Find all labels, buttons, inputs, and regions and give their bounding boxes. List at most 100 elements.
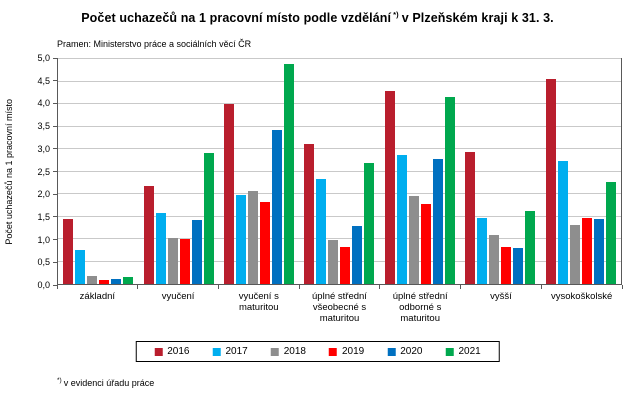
bar-2016 [143,185,154,284]
footnote-text: v evidenci úřadu práce [63,378,155,388]
y-tick-label: 1,0 [37,234,50,245]
x-tick-mark [298,285,300,289]
legend-item-2019: 2019 [329,346,364,357]
x-axis-tick-marks [56,285,623,290]
legend-swatch-2018 [270,347,279,356]
x-tick-mark [621,285,623,289]
y-axis-tick-marks [53,57,57,286]
y-tick-label: 5,0 [37,53,50,63]
gridline [58,148,621,149]
x-tick-mark [137,285,139,289]
x-tick-mark [379,285,381,289]
y-tick-label: 2,0 [37,189,50,200]
x-tick-mark [217,285,219,289]
bar-2017 [236,194,247,284]
y-tick-label: 3,5 [37,121,50,132]
x-category-label-6: vyšší [490,291,512,302]
bar-2017 [477,218,488,284]
legend-item-2017: 2017 [212,346,248,357]
bar-2021 [284,64,295,284]
chart-title-text: Počet uchazečů na 1 pracovní místo podle… [81,11,392,26]
legend: 2016 2017 2018 2019 2020 2021 [135,341,500,362]
bar-2021 [525,211,536,284]
bar-2021 [605,181,616,284]
x-category-label-4: úplné střední všeobecné s maturitou [312,291,367,324]
bars-layer [58,59,621,284]
bar-2018 [569,224,580,284]
bar-2019 [420,203,431,284]
y-tick-mark [53,148,57,150]
y-tick-mark [53,261,57,263]
bar-group-5 [380,59,460,284]
chart-title: Počet uchazečů na 1 pracovní místo podle… [0,10,635,25]
bar-2020 [593,219,604,284]
x-tick-mark [540,285,542,289]
x-category-label-7: vysokoškolské [551,291,613,302]
y-tick-mark [53,57,57,59]
y-tick-mark [53,125,57,127]
x-tick-mark [56,285,58,289]
y-tick-label: 3,0 [37,143,50,154]
legend-label-2018: 2018 [283,346,306,357]
y-tick-mark [53,216,57,218]
bar-2018 [489,234,500,284]
bar-2018 [167,237,178,284]
bar-2016 [465,151,476,284]
gridline [58,193,621,194]
bar-group-3 [219,59,299,284]
bar-2021 [364,162,375,284]
gridline [58,260,621,262]
y-tick-mark [53,239,57,241]
bar-2016 [545,79,556,284]
bar-2017 [75,250,86,284]
gridline [58,80,621,82]
bar-2019 [340,247,351,284]
bar-2016 [224,103,235,284]
bar-2021 [444,96,455,284]
bar-2021 [123,277,134,284]
bar-group-1 [58,59,138,284]
legend-swatch-2020 [387,347,396,356]
gridline [58,170,621,172]
x-category-label-5: úplné střední odborné s maturitou [392,291,448,324]
footnote: *) v evidenci úřadu práce [57,377,154,388]
bar-2018 [328,240,339,284]
legend-label-2016: 2016 [167,346,190,357]
y-tick-label: 0,5 [37,257,50,268]
legend-swatch-2019 [329,347,337,356]
y-tick-label: 4,0 [37,98,50,109]
y-tick-label: 4,5 [37,75,50,86]
bar-2019 [581,217,592,284]
bar-2019 [179,239,190,284]
legend-label-2019: 2019 [342,346,365,357]
y-tick-mark [53,80,57,82]
bar-2020 [432,158,443,284]
x-tick-mark [460,285,462,289]
legend-swatch-2016 [154,347,163,356]
source-note: Pramen: Ministerstvo práce a sociálních … [57,39,252,49]
footnote-marker: *) [57,377,62,384]
gridline [58,238,621,239]
bar-2020 [352,226,363,284]
legend-swatch-2017 [212,347,221,356]
legend-label-2017: 2017 [225,346,248,357]
bar-2016 [63,218,74,284]
bar-2017 [155,212,166,284]
bar-2017 [396,154,407,284]
bar-2019 [501,246,512,284]
bar-2019 [99,280,110,284]
bar-group-6 [460,59,540,284]
y-tick-mark [53,102,57,104]
bar-2017 [316,179,327,284]
chart-title-suffix: v Plzeňském kraji k 31. 3. [401,11,554,26]
bar-2021 [203,152,214,284]
bar-group-2 [138,59,218,284]
legend-item-2020: 2020 [387,346,423,357]
y-tick-label: 0,0 [37,280,50,290]
bar-2018 [408,195,419,284]
bar-2020 [513,248,524,284]
x-category-label-2: vyučení [161,291,195,302]
x-category-label-1: základní [79,291,116,302]
legend-item-2018: 2018 [270,346,306,357]
x-category-label-3: vyučení s maturitou [238,291,279,313]
